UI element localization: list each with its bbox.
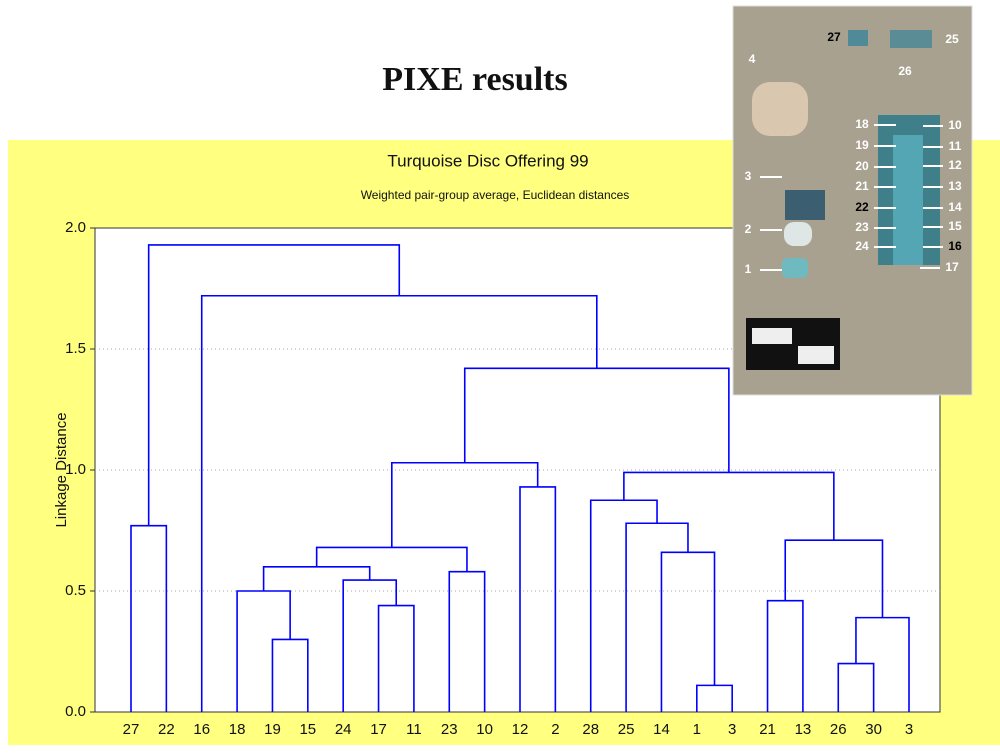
stone-group <box>893 135 923 265</box>
x-tick-label: 3 <box>905 721 913 738</box>
x-tick-label: 17 <box>370 721 387 738</box>
y-tick-label: 1.0 <box>65 461 86 478</box>
photo-label: 17 <box>945 260 959 274</box>
stone <box>890 30 932 48</box>
photo-label: 22 <box>855 200 869 214</box>
x-tick-label: 15 <box>299 721 316 738</box>
photo-label: 13 <box>948 179 962 193</box>
x-tick-label: 14 <box>653 721 670 738</box>
photo-label: 19 <box>855 138 869 152</box>
x-tick-label: 16 <box>193 721 210 738</box>
scale-card <box>798 346 834 364</box>
x-tick-label: 25 <box>618 721 635 738</box>
scale-card <box>752 328 792 344</box>
photo-label: 24 <box>855 239 869 253</box>
dendrogram-link <box>147 244 401 526</box>
x-tick-label: 10 <box>476 721 493 738</box>
x-tick-label: 12 <box>512 721 529 738</box>
chart-title: Turquoise Disc Offering 99 <box>387 151 588 170</box>
y-tick-label: 0.5 <box>65 582 86 599</box>
x-tick-label: 28 <box>582 721 599 738</box>
photo-label: 12 <box>948 158 962 172</box>
photo-label: 21 <box>855 179 869 193</box>
photo-label: 25 <box>945 32 959 46</box>
stone <box>785 190 825 220</box>
stone <box>782 258 808 278</box>
photo-label: 27 <box>827 30 841 44</box>
y-tick-label: 1.5 <box>65 340 86 357</box>
photo-label: 26 <box>898 64 912 78</box>
x-tick-label: 23 <box>441 721 458 738</box>
x-tick-label: 2 <box>551 721 559 738</box>
y-axis-label: Linkage Distance <box>53 412 70 527</box>
photo-label: 15 <box>948 219 962 233</box>
stone <box>784 222 812 246</box>
photo-label: 20 <box>855 159 869 173</box>
x-tick-label: 24 <box>335 721 352 738</box>
stone <box>752 82 808 136</box>
photo-label: 2 <box>745 222 752 236</box>
slide-title: PIXE results <box>382 61 567 98</box>
x-tick-label: 18 <box>229 721 246 738</box>
x-tick-label: 27 <box>123 721 140 738</box>
photo-label: 16 <box>948 239 962 253</box>
y-tick-label: 0.0 <box>65 703 86 720</box>
photo-label: 11 <box>949 139 962 153</box>
x-tick-label: 30 <box>865 721 882 738</box>
x-tick-label: 19 <box>264 721 281 738</box>
photo-label: 10 <box>948 118 962 132</box>
x-tick-label: 22 <box>158 721 175 738</box>
x-tick-label: 3 <box>728 721 736 738</box>
chart-subtitle: Weighted pair-group average, Euclidean d… <box>361 188 630 202</box>
x-tick-label: 13 <box>795 721 812 738</box>
stone <box>848 30 868 46</box>
x-tick-label: 11 <box>406 721 422 738</box>
x-tick-label: 1 <box>693 721 701 738</box>
x-tick-label: 26 <box>830 721 847 738</box>
photo-label: 23 <box>855 220 869 234</box>
photo-label: 1 <box>745 262 752 276</box>
x-tick-label: 21 <box>759 721 776 738</box>
photo-label: 14 <box>948 200 962 214</box>
photo-label: 4 <box>749 52 756 66</box>
photo-label: 18 <box>855 117 869 131</box>
y-tick-label: 2.0 <box>65 219 86 236</box>
photo-label: 3 <box>745 169 752 183</box>
